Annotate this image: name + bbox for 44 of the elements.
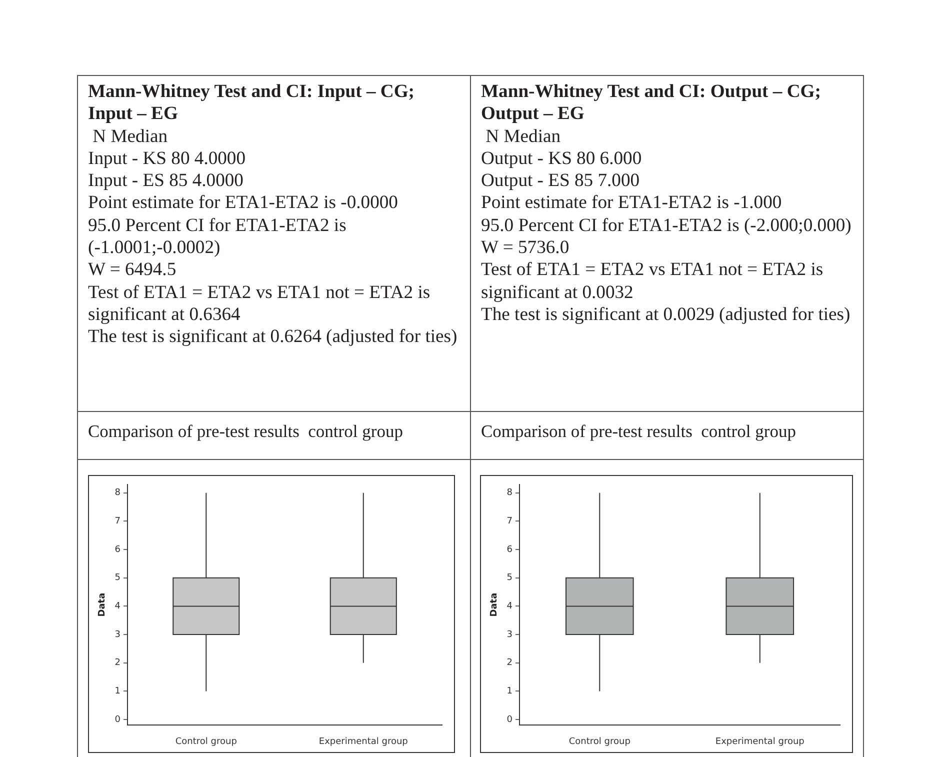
text: The test is significant at 0.6264 (adjusted for ties) [88,326,458,349]
y-tick-label: 0 [114,714,121,725]
text: The test is significant at 0.0029 (adjusted for ties) [481,304,852,326]
x-tick-label: Experimental group [318,736,408,747]
x-tick-label: Control group [175,736,238,747]
y-tick-label: 6 [114,544,121,555]
text: Input - KS 80 4.0000 [88,148,247,170]
text: W = 6494.5 [88,259,178,282]
y-tick-label: 4 [506,602,513,612]
text: Mann-Whitney Test and CI: Input – CG; Input – EG [88,81,416,126]
y-tick-label: 4 [114,602,121,612]
text: Point estimate for ETA1-ETA2 is -0.0000 [88,192,399,215]
y-tick-label: 3 [506,630,513,640]
y-tick-label: 1 [114,686,121,697]
text: W = 5736.0 [481,237,570,260]
y-tick-label: 2 [114,658,121,668]
text: Output - ES 85 7.000 [481,170,641,192]
y-tick-label: 7 [506,516,513,527]
text: N Median [92,126,169,148]
chart-title: Comparison of pre-test results control group [78,412,470,460]
text: N Median [484,126,562,148]
y-tick-label: 0 [506,714,513,725]
y-tick-label: 3 [114,630,121,640]
text: Input - ES 85 4.0000 [88,170,244,192]
y-tick-label: 2 [506,658,513,668]
y-tick-label: 6 [506,544,513,555]
x-tick-label: Experimental group [715,736,805,747]
y-tick-label: 8 [506,488,513,498]
y-axis-title: Data [490,592,500,617]
y-tick-label: 5 [506,573,513,584]
text: 95.0 Percent CI for ETA1-ETA2 is (-2.000;0.000) [481,214,852,238]
y-tick-label: 8 [114,488,121,498]
text: Test of ETA1 = ETA2 vs ETA1 not = ETA2 is significant at 0.6364 [88,282,432,326]
text: Mann-Whitney Test and CI: Output – CG; Output – EG [481,81,822,126]
chart-title: Comparison of pre-test results control group [471,412,863,460]
y-tick-label: 7 [114,516,121,527]
y-axis-title: Data [98,592,108,617]
text: Test of ETA1 = ETA2 vs ETA1 not = ETA2 is significant at 0.0032 [481,259,824,304]
text: Point estimate for ETA1-ETA2 is -1.000 [481,192,783,215]
x-tick-label: Control group [568,736,631,747]
y-tick-label: 5 [114,573,121,584]
text: 95.0 Percent CI for ETA1-ETA2 is (-1.0001;-0.0002) [88,214,348,260]
y-tick-label: 1 [506,686,513,697]
text: Output - KS 80 6.000 [481,148,643,170]
